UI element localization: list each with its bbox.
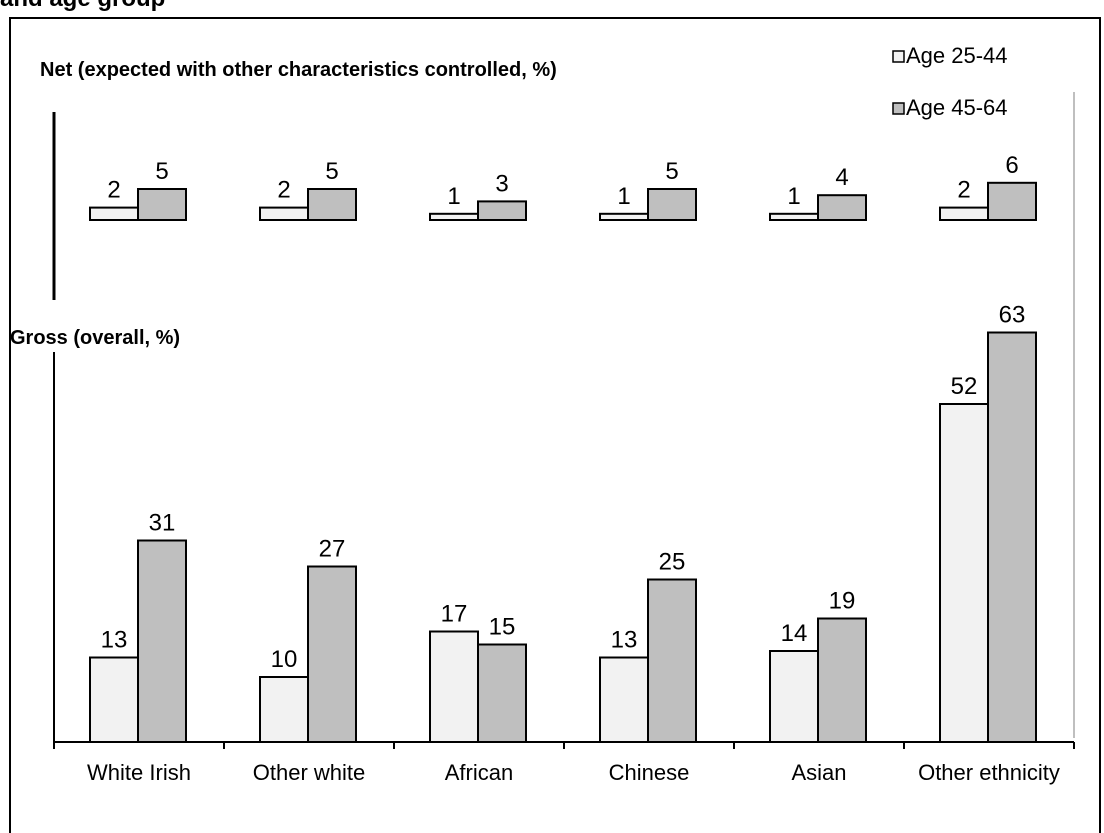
category-labels: White Irish Other white African Chinese Asia… xyxy=(87,760,1060,785)
net-bar-asian-age-45-64 xyxy=(817,194,867,221)
legend-label-age-45-64: Age 45-64 xyxy=(906,95,1008,120)
gross-bar-asian-age-25-44 xyxy=(769,650,819,743)
gross-bar-other-ethnicity-age-25-44 xyxy=(939,403,989,743)
net-bar-other-ethnicity-age-25-44 xyxy=(939,206,989,222)
category-label-other-white: Other white xyxy=(253,760,366,785)
category-label-african: African xyxy=(445,760,513,785)
net-value-label-african-age-45-64: 3 xyxy=(495,170,508,197)
net-bar-chinese-age-45-64 xyxy=(647,188,697,221)
gross-bar-other-ethnicity-age-45-64 xyxy=(987,331,1037,743)
gross-value-label-white-irish-age-25-44: 13 xyxy=(101,627,128,654)
net-bar-african-age-25-44 xyxy=(429,212,479,222)
net-bar-other-white-age-25-44 xyxy=(259,206,309,222)
chart-frame xyxy=(9,17,1101,833)
legend-swatch-age-45-64 xyxy=(892,102,905,115)
net-value-label-chinese-age-45-64: 5 xyxy=(665,158,678,185)
net-panel-title: Net (expected with other characteristics… xyxy=(40,59,557,81)
gross-value-label-chinese-age-25-44: 13 xyxy=(611,627,638,654)
gross-bar-other-white-age-25-44 xyxy=(259,676,309,743)
gross-bar-chinese-age-25-44 xyxy=(599,656,649,743)
partial-header-title: and age group xyxy=(0,0,165,12)
net-bars: 2 5 2 5 1 3 1 5 1 4 2 6 xyxy=(89,152,1037,222)
gross-bar-african-age-25-44 xyxy=(429,630,479,743)
category-ticks xyxy=(53,742,1075,749)
gross-bar-white-irish-age-25-44 xyxy=(89,656,139,743)
legend-label-age-25-44: Age 25-44 xyxy=(906,43,1008,68)
gross-value-label-asian-age-45-64: 19 xyxy=(829,588,856,615)
gross-panel-title: Gross (overall, %) xyxy=(10,327,180,349)
net-bar-white-irish-age-45-64 xyxy=(137,188,187,221)
gross-bars: 13 31 10 27 17 15 13 25 14 19 52 63 xyxy=(89,302,1037,743)
gross-value-label-asian-age-25-44: 14 xyxy=(781,620,808,647)
legend: Age 25-44 Age 45-64 xyxy=(892,43,1008,120)
net-value-label-asian-age-25-44: 1 xyxy=(787,183,800,210)
net-value-label-other-white-age-45-64: 5 xyxy=(325,158,338,185)
gross-value-label-other-ethnicity-age-25-44: 52 xyxy=(951,373,978,400)
gross-value-label-other-white-age-25-44: 10 xyxy=(271,646,298,673)
gross-bar-chinese-age-45-64 xyxy=(647,578,697,743)
gross-value-label-other-ethnicity-age-45-64: 63 xyxy=(999,302,1026,329)
net-value-label-white-irish-age-25-44: 2 xyxy=(107,177,120,204)
net-value-label-african-age-25-44: 1 xyxy=(447,183,460,210)
net-bar-chinese-age-25-44 xyxy=(599,212,649,222)
net-value-label-chinese-age-25-44: 1 xyxy=(617,183,630,210)
net-value-label-other-ethnicity-age-25-44: 2 xyxy=(957,177,970,204)
net-bar-asian-age-25-44 xyxy=(769,212,819,222)
net-value-label-asian-age-45-64: 4 xyxy=(835,164,848,191)
net-bar-white-irish-age-25-44 xyxy=(89,206,139,222)
legend-swatch-age-25-44 xyxy=(892,50,905,63)
gross-bar-asian-age-45-64 xyxy=(817,617,867,743)
gross-value-label-african-age-25-44: 17 xyxy=(441,601,468,628)
net-value-label-white-irish-age-45-64: 5 xyxy=(155,158,168,185)
net-bar-other-ethnicity-age-45-64 xyxy=(987,181,1037,222)
gross-value-label-other-white-age-45-64: 27 xyxy=(319,536,346,563)
category-label-asian: Asian xyxy=(791,760,846,785)
net-value-label-other-white-age-25-44: 2 xyxy=(277,177,290,204)
gross-bar-other-white-age-45-64 xyxy=(307,565,357,743)
net-bar-other-white-age-45-64 xyxy=(307,188,357,221)
category-label-white-irish: White Irish xyxy=(87,760,191,785)
gross-value-label-chinese-age-45-64: 25 xyxy=(659,549,686,576)
gross-bar-african-age-45-64 xyxy=(477,643,527,743)
net-bar-african-age-45-64 xyxy=(477,200,527,221)
category-label-chinese: Chinese xyxy=(609,760,690,785)
gross-value-label-african-age-45-64: 15 xyxy=(489,614,516,641)
gross-bar-white-irish-age-45-64 xyxy=(137,539,187,743)
gross-value-label-white-irish-age-45-64: 31 xyxy=(149,510,176,537)
net-value-label-other-ethnicity-age-45-64: 6 xyxy=(1005,152,1018,179)
category-label-other-ethnicity: Other ethnicity xyxy=(918,760,1060,785)
